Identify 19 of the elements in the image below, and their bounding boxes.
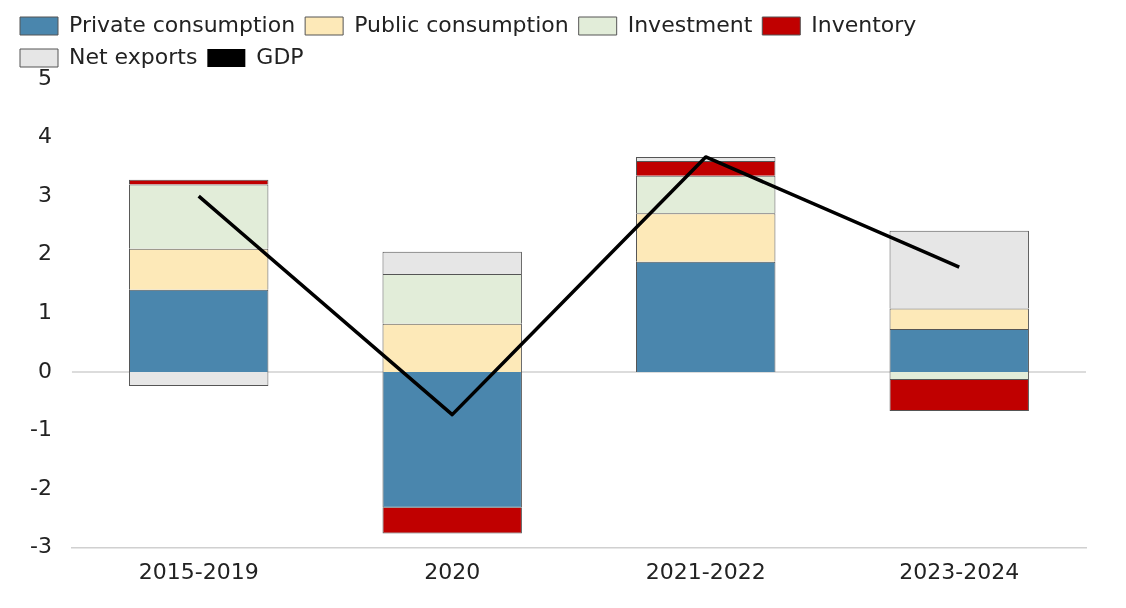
- legend-label: Inventory: [811, 11, 917, 37]
- legend-label: Investment: [627, 11, 753, 37]
- y-tick-label: -1: [30, 416, 52, 442]
- y-tick-label: -3: [30, 533, 52, 559]
- x-tick-label: 2023-2024: [899, 558, 1020, 584]
- y-tick-label: 3: [37, 181, 52, 207]
- legend-label: Public consumption: [354, 11, 569, 37]
- y-tick-label: 1: [37, 299, 52, 325]
- legend-label: GDP: [256, 43, 304, 69]
- x-tick-label: 2021-2022: [645, 558, 766, 584]
- y-tick-label: 0: [37, 357, 52, 383]
- legend-label: Private consumption: [69, 11, 296, 37]
- y-tick-label: 4: [37, 123, 52, 149]
- y-tick-label: 5: [37, 64, 52, 90]
- y-tick-label: -2: [30, 474, 52, 500]
- x-tick-label: 2015-2019: [138, 558, 259, 584]
- x-tick-label: 2020: [424, 558, 481, 584]
- y-tick-label: 2: [37, 240, 52, 266]
- legend-label: Net exports: [69, 43, 198, 69]
